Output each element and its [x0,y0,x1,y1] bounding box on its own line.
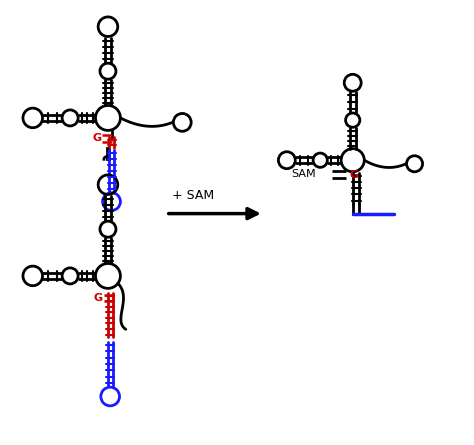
Text: G: G [92,134,101,143]
Text: G: G [93,293,103,303]
Text: G: G [349,170,359,180]
Text: SAM: SAM [291,170,316,179]
Text: + SAM: + SAM [173,190,215,202]
